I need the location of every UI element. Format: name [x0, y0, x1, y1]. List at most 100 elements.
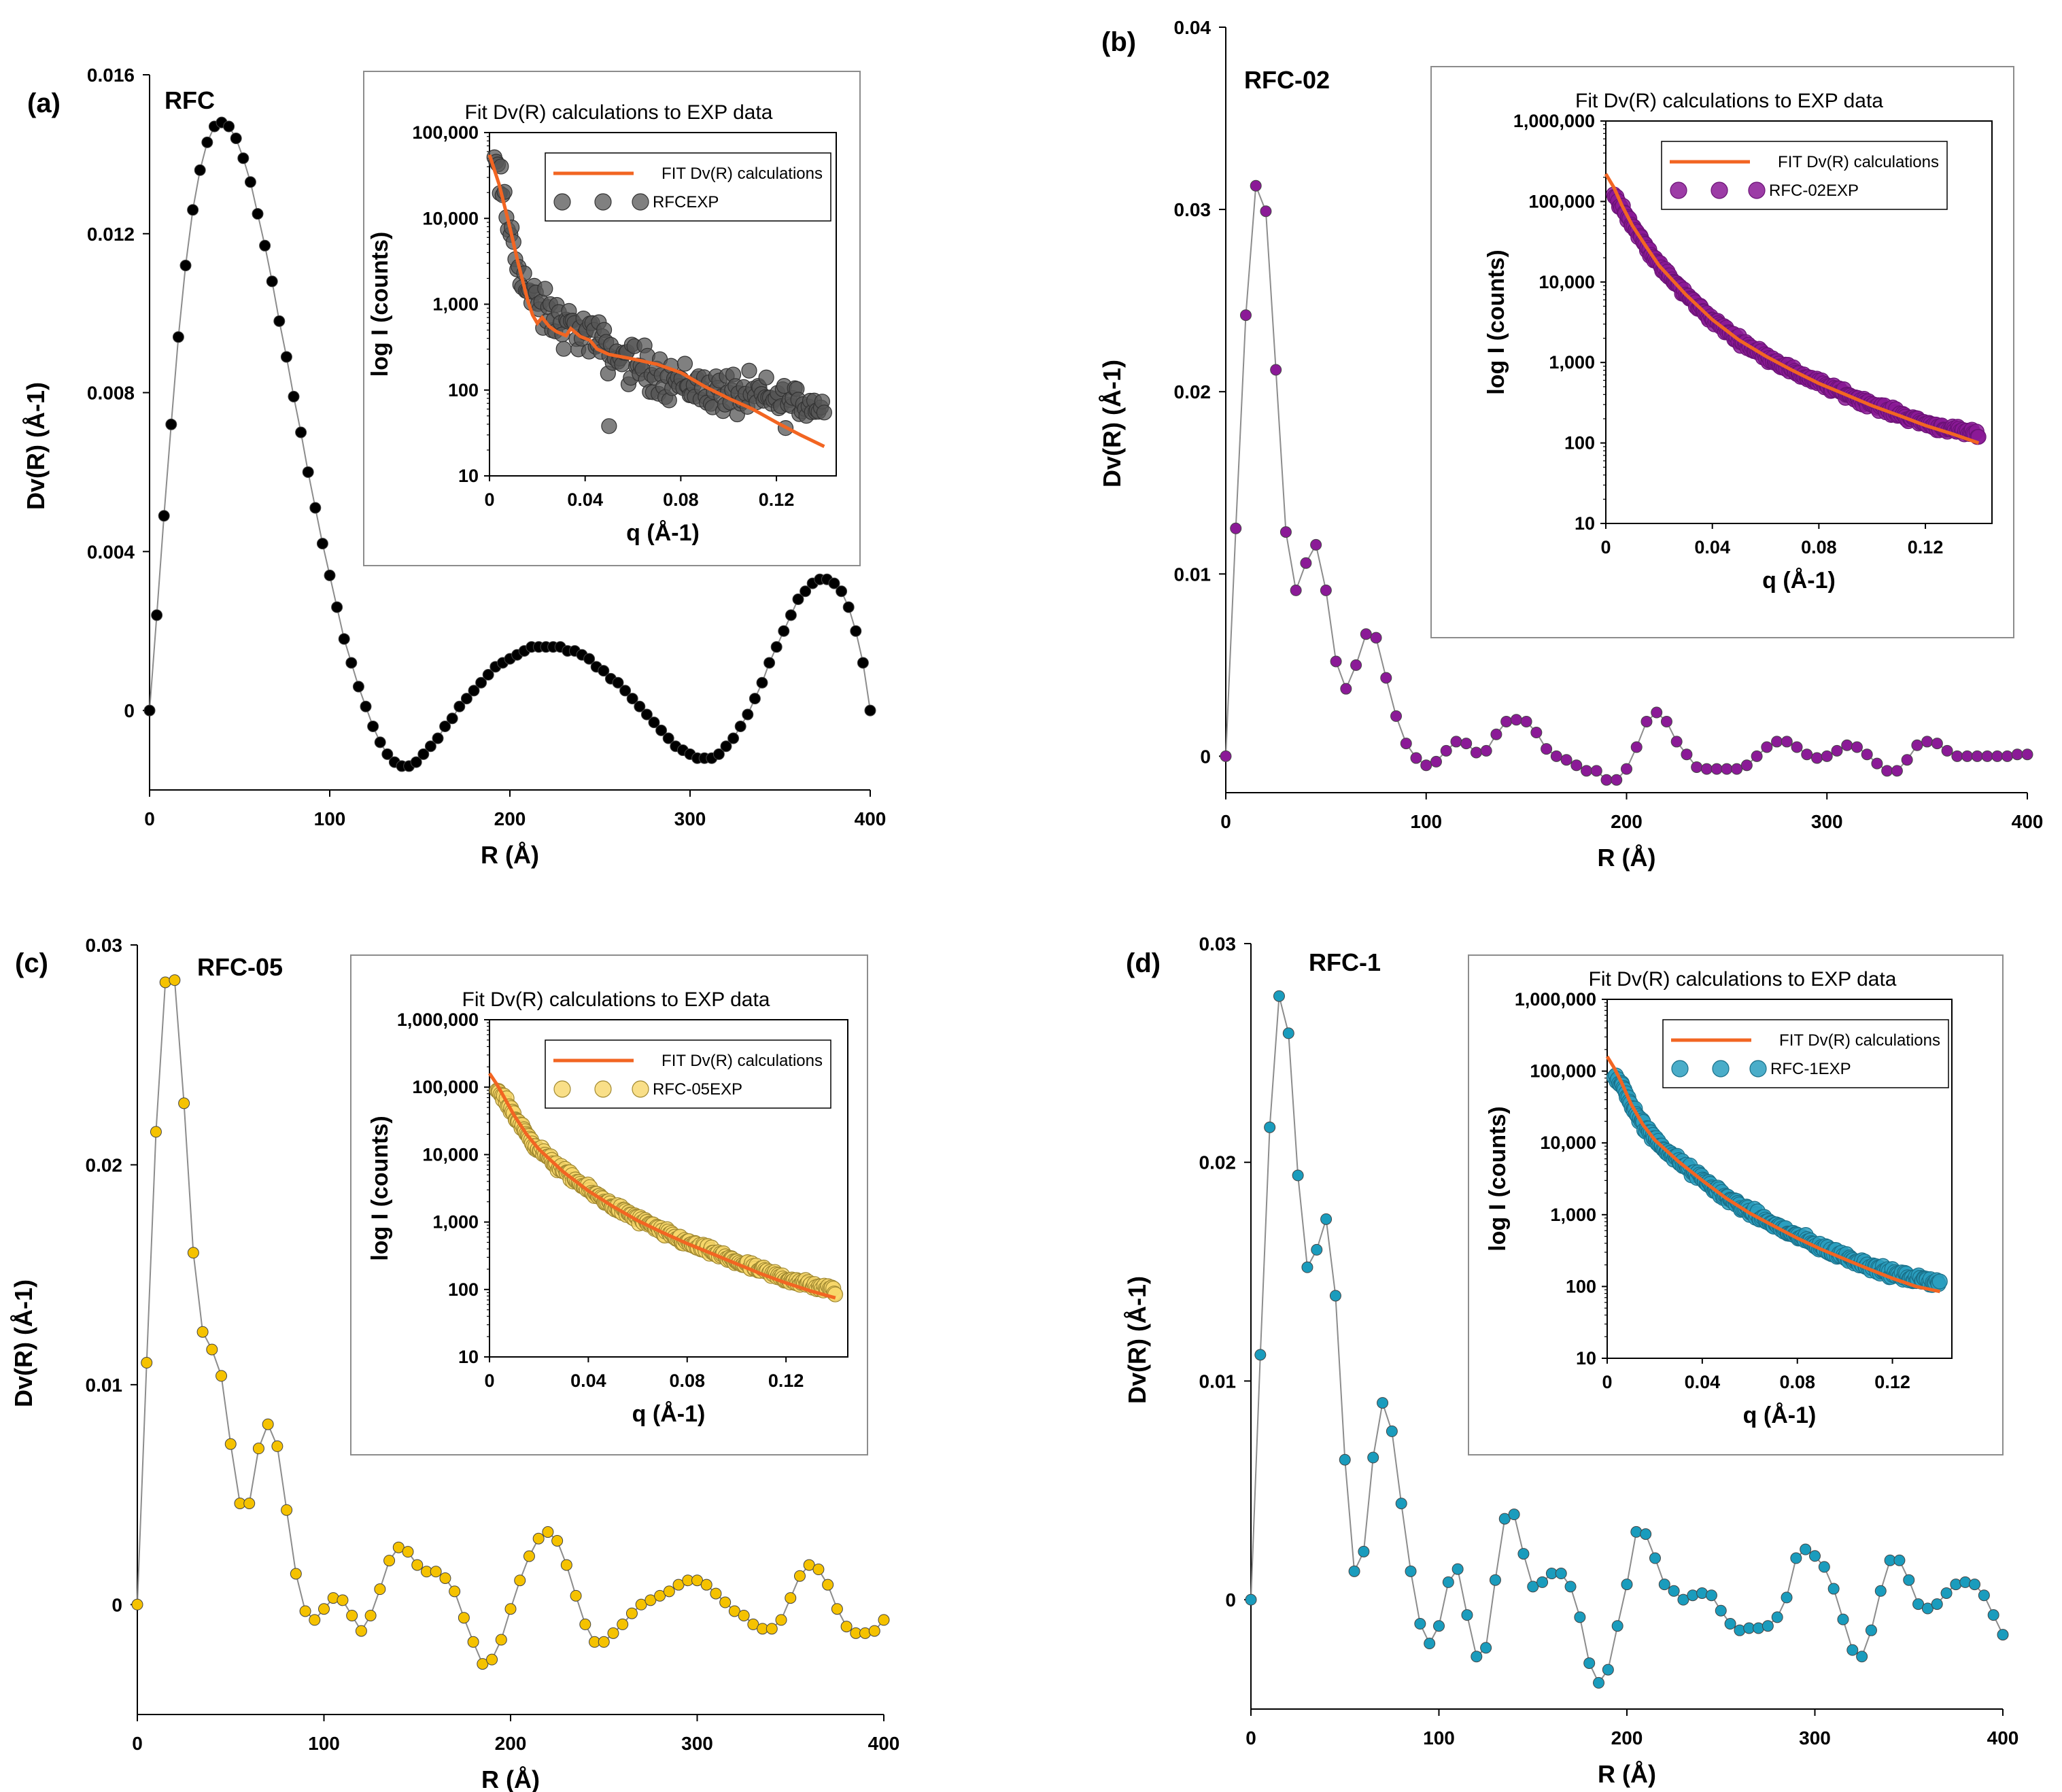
dv-data-point — [1450, 736, 1462, 748]
dv-data-point — [1981, 750, 1993, 762]
dv-data-point — [1630, 741, 1643, 753]
dv-data-point — [1874, 1585, 1887, 1597]
legend-exp-swatch — [632, 193, 649, 211]
dv-data-point — [579, 1618, 591, 1630]
dv-data-point — [1500, 715, 1513, 727]
dv-data-point — [1377, 1397, 1389, 1409]
dv-data-point — [1508, 1509, 1520, 1521]
dv-data-point — [131, 1598, 143, 1610]
exp-data-point — [1931, 1273, 1948, 1290]
dv-data-point — [1320, 584, 1332, 596]
inset-y-axis-label: log I (counts) — [367, 1116, 393, 1260]
dv-data-point — [338, 633, 350, 645]
dv-data-point — [560, 1559, 572, 1571]
inset-x-axis-label: q (Å-1) — [632, 1401, 706, 1427]
dv-data-point — [523, 1550, 535, 1562]
dv-data-point — [1395, 1498, 1407, 1510]
inset-y-tick-label: 1,000,000 — [1513, 111, 1595, 131]
dv-data-point — [551, 1534, 564, 1547]
y-tick-label: 0.012 — [87, 224, 135, 245]
dv-data-point — [151, 609, 163, 621]
dv-data-point — [266, 275, 278, 288]
dv-data-point — [460, 693, 472, 705]
x-tick-label: 0 — [1245, 1727, 1256, 1748]
dv-data-point — [2001, 750, 2014, 762]
legend-exp-swatch — [1671, 1060, 1689, 1078]
dv-data-point — [449, 1585, 461, 1598]
exp-data-point — [827, 1286, 844, 1303]
dv-data-point — [1734, 1624, 1746, 1636]
dv-data-point — [1818, 1561, 1830, 1573]
legend-exp-swatch — [1712, 1060, 1730, 1078]
x-tick-label: 300 — [674, 808, 706, 829]
dv-data-point — [840, 1621, 853, 1633]
dv-data-point — [1921, 1602, 1934, 1615]
dv-data-point — [1330, 655, 1342, 668]
dv-data-point — [1753, 1622, 1765, 1634]
dv-data-point — [1386, 1425, 1398, 1437]
x-tick-label: 0 — [1220, 811, 1231, 832]
dv-data-point — [1230, 522, 1242, 534]
inset-y-tick-label: 100 — [1564, 433, 1595, 453]
legend-exp-swatch — [553, 1080, 571, 1098]
exp-data-point — [758, 369, 774, 385]
dv-data-point — [842, 601, 855, 613]
dv-data-point — [1846, 1644, 1859, 1656]
dv-data-point — [1801, 748, 1813, 761]
dv-data-point — [244, 176, 256, 188]
dv-data-point — [1440, 744, 1452, 757]
inset-y-tick-label: 100,000 — [412, 122, 479, 143]
legend-exp-swatch — [594, 1080, 612, 1098]
dv-data-point — [165, 418, 177, 430]
legend-exp-swatch — [1711, 182, 1728, 199]
dv-data-point — [446, 712, 458, 725]
x-axis-label: R (Å) — [481, 841, 539, 869]
dv-data-point — [1630, 1526, 1643, 1538]
dv-data-point — [1871, 757, 1883, 770]
dv-data-point — [836, 585, 848, 598]
dv-data-point — [1350, 659, 1362, 671]
inset-title: Fit Dv(R) calculations to EXP data — [1589, 968, 1897, 990]
dv-data-point — [1811, 752, 1823, 764]
dv-data-point — [1941, 744, 1953, 757]
dv-data-point — [1640, 1528, 1652, 1540]
dv-data-point — [532, 1532, 545, 1545]
inset-y-tick-label: 10 — [458, 1347, 479, 1367]
inset-legend-box — [1662, 1019, 1949, 1088]
dv-data-point — [1668, 1585, 1680, 1597]
y-tick-label: 0.01 — [86, 1375, 123, 1396]
inset-x-tick-label: 0.08 — [1801, 537, 1837, 557]
dv-data-point — [1851, 741, 1863, 753]
dv-data-point — [295, 426, 307, 438]
legend-exp-swatch — [632, 1080, 649, 1098]
dv-data-point — [640, 708, 653, 721]
dv-data-point — [143, 704, 156, 717]
dv-data-point — [1424, 1637, 1436, 1649]
inset-legend-box — [545, 152, 831, 222]
inset-x-tick-label: 0.12 — [768, 1371, 804, 1391]
dv-data-point — [2011, 748, 2023, 761]
fit-line — [1604, 173, 1980, 445]
inset-y-tick-label: 100 — [448, 380, 479, 400]
dv-data-point — [635, 1598, 647, 1610]
dv-data-point — [288, 390, 300, 402]
y-tick-label: 0.03 — [1199, 933, 1237, 954]
dv-data-point — [1881, 765, 1893, 777]
dv-data-point — [775, 1614, 787, 1626]
dv-data-point — [1581, 765, 1593, 777]
dv-data-point — [1590, 765, 1602, 777]
exp-data-point — [676, 356, 693, 372]
dv-data-point — [1442, 1576, 1454, 1588]
dv-data-point — [486, 1653, 498, 1666]
dv-data-point — [850, 625, 862, 637]
inset-y-tick-label: 1,000 — [432, 294, 479, 315]
dv-data-point — [1856, 1651, 1868, 1663]
legend-fit-label: FIT Dv(R) calculations — [1779, 1031, 1940, 1050]
panel-label: (d) — [1126, 948, 1161, 978]
dv-data-point — [411, 1559, 424, 1571]
dv-data-point — [1300, 557, 1312, 569]
inset-y-tick-label: 10 — [458, 466, 479, 486]
dv-data-point — [1959, 1576, 1972, 1588]
